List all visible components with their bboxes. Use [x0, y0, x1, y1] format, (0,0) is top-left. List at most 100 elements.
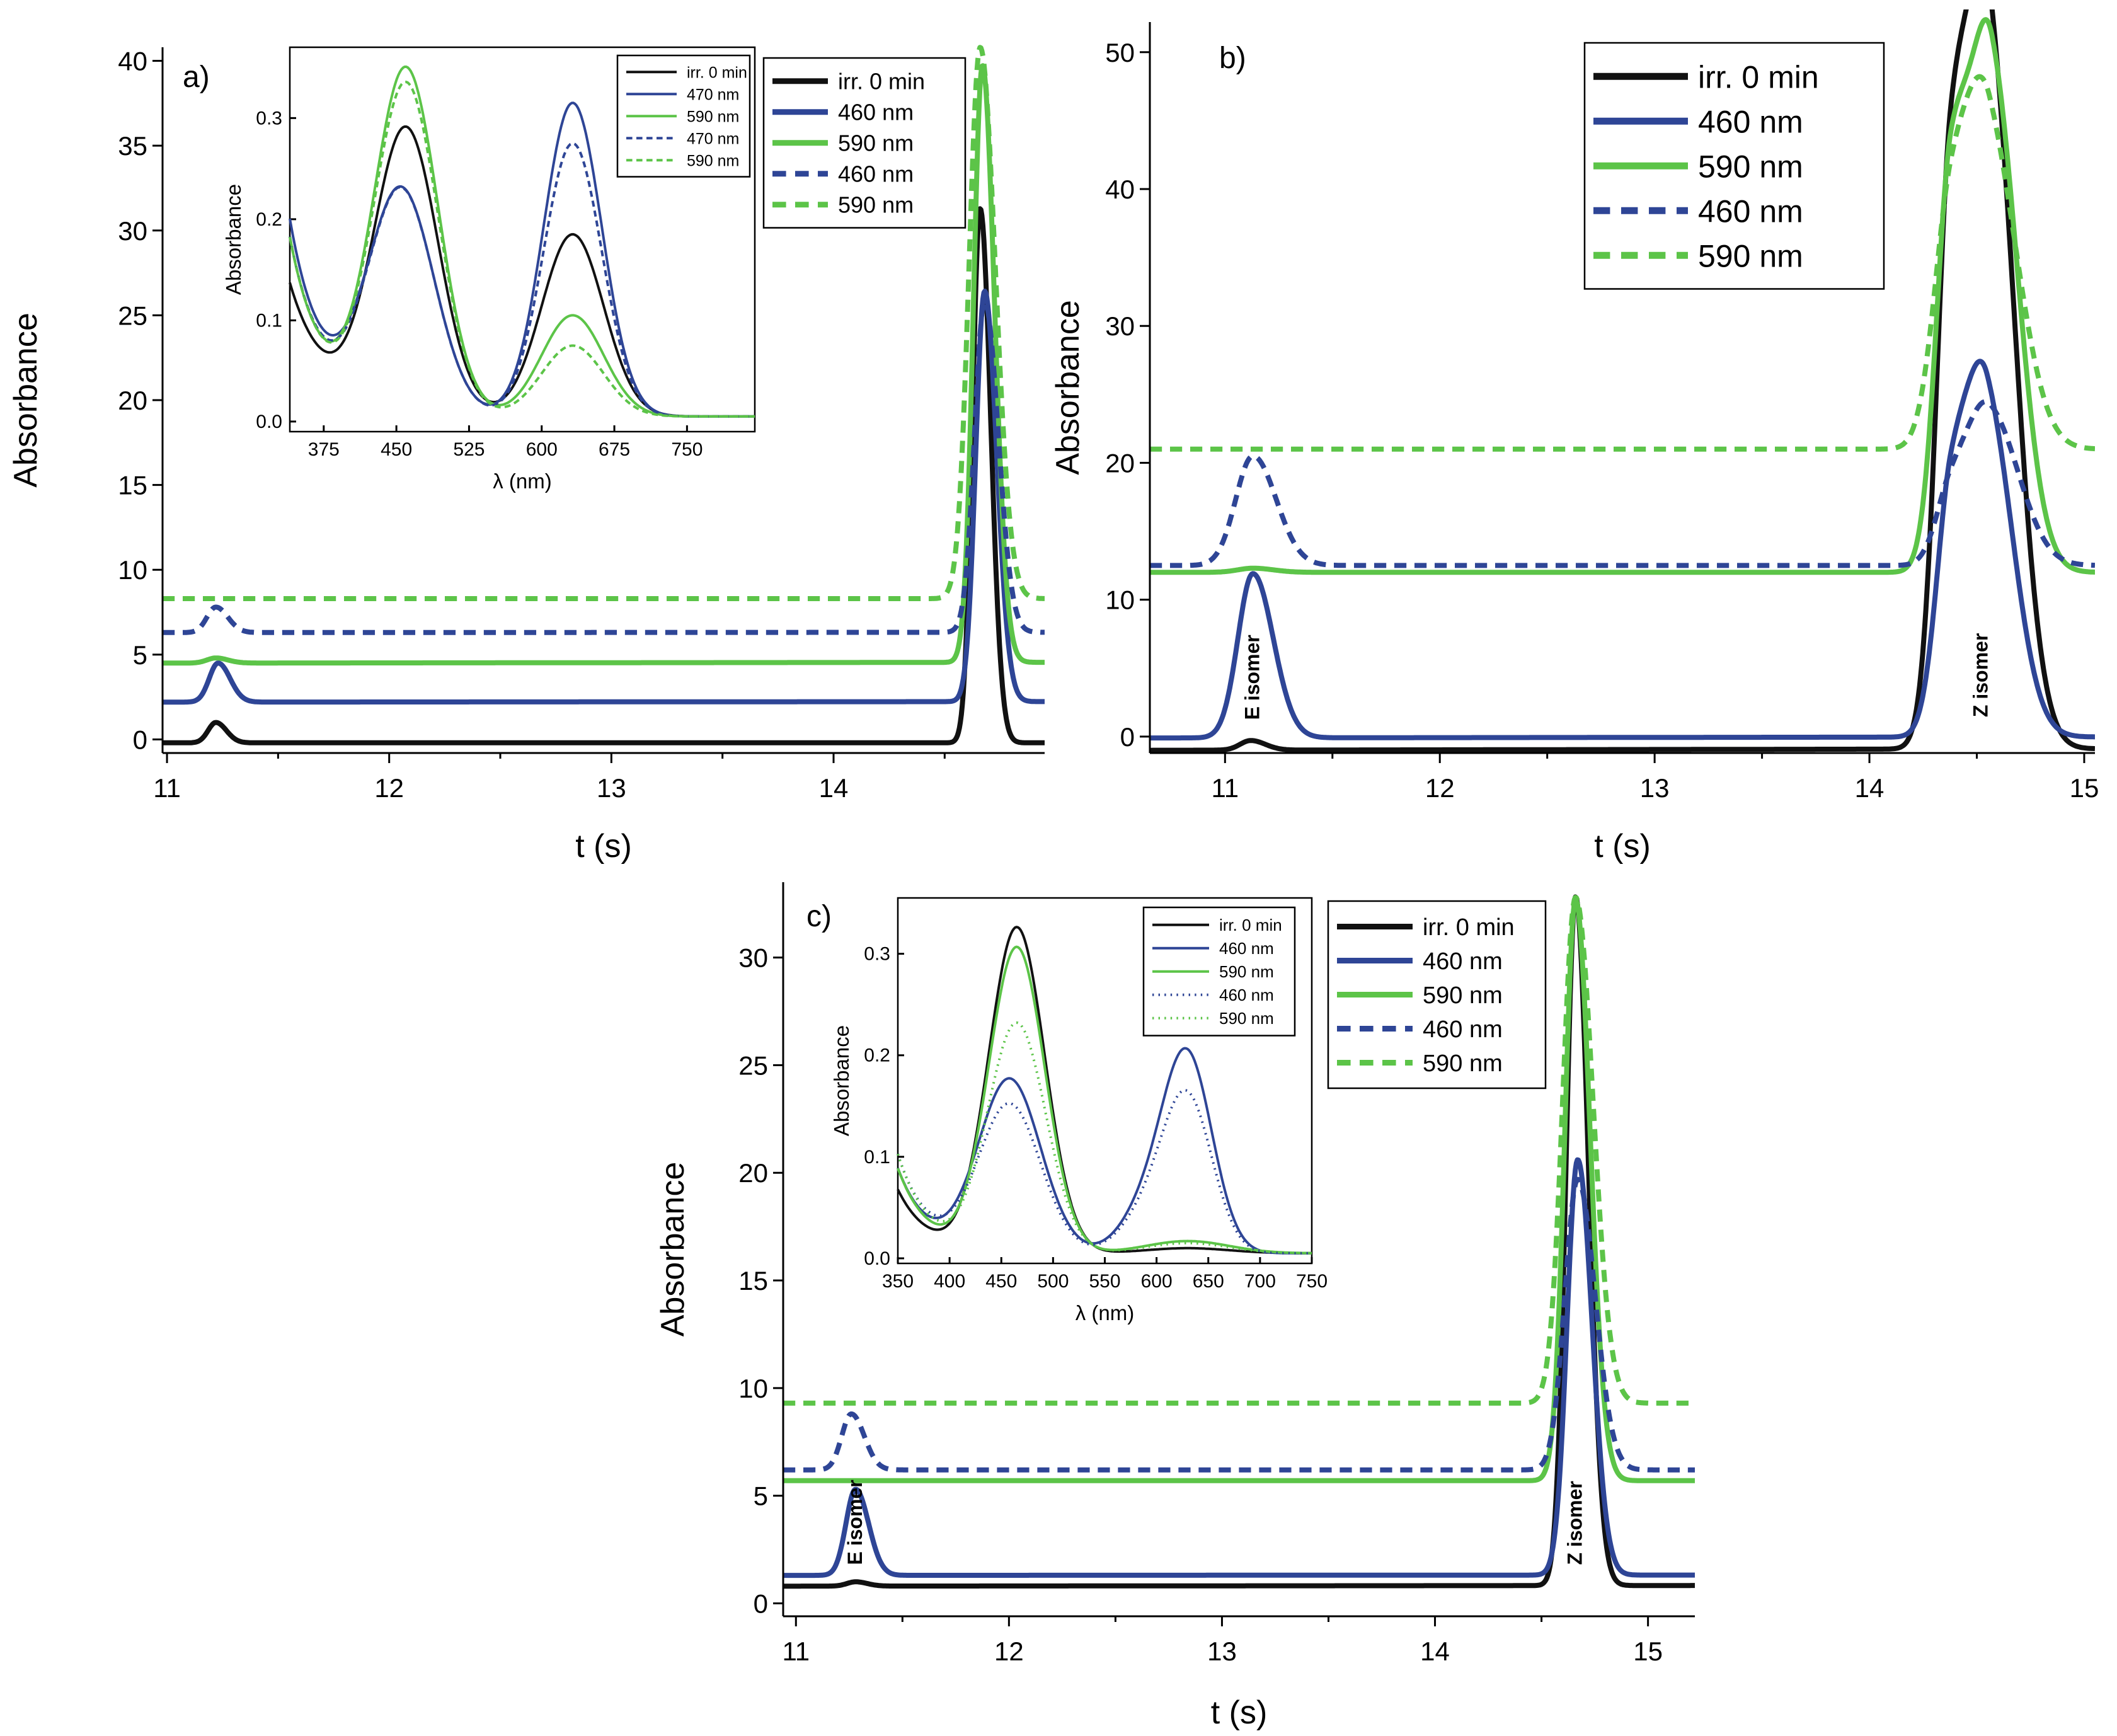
main-legend-label: 460 nm: [1698, 193, 1803, 229]
inset-y-tick-label: 0.1: [256, 310, 282, 331]
main-legend-label: 590 nm: [1698, 238, 1803, 273]
y-axis-title: Absorbance: [655, 1162, 691, 1337]
inset-series-line-1: [897, 1047, 1312, 1255]
inset-x-tick-label: 550: [1089, 1271, 1120, 1292]
series-group: [163, 45, 1045, 745]
series-line-3: [1150, 399, 2095, 568]
y-tick-label: 30: [738, 943, 768, 973]
series-line-2: [163, 63, 1045, 666]
inset-y-axis-title: Absorbance: [830, 1025, 853, 1136]
peak-annotation: E isomer: [844, 1480, 866, 1565]
x-tick-label: 13: [597, 773, 626, 803]
series-group: [1150, 9, 2095, 753]
x-tick-label: 12: [994, 1636, 1024, 1666]
inset-legend-label: irr. 0 min: [687, 64, 747, 81]
series-line-0: [1150, 9, 2095, 753]
inset-legend-label: 590 nm: [687, 152, 739, 170]
series-line-4: [783, 895, 1695, 1406]
main-legend-label: 460 nm: [838, 161, 914, 187]
y-tick-label: 25: [738, 1050, 768, 1080]
series-line-3: [163, 299, 1045, 635]
main-legend-label: 590 nm: [1423, 1050, 1503, 1077]
inset-legend-label: 590 nm: [1219, 962, 1274, 981]
panel-label: a): [183, 60, 210, 94]
inset-legend-label: 460 nm: [1219, 986, 1274, 1004]
main-legend-label: irr. 0 min: [838, 69, 925, 95]
chart-panel-a: 11 12 13 14 0 5 10 15 20 25 30 35 40 t (s) Absorbance a…: [6, 38, 1046, 865]
inset-x-tick-label: 600: [526, 439, 558, 460]
x-tick-label: 15: [1633, 1636, 1663, 1666]
y-tick-label: 0: [1120, 722, 1135, 752]
x-tick-label: 14: [1420, 1636, 1450, 1666]
series-line-4: [163, 45, 1045, 601]
inset-y-tick-label: 0.3: [864, 944, 890, 965]
peak-annotation: E isomer: [1241, 635, 1264, 720]
inset-x-tick-label: 400: [934, 1271, 965, 1292]
peak-annotation: Z isomer: [1564, 1481, 1586, 1565]
y-tick-label: 5: [754, 1481, 768, 1511]
chart-panel-b: 11 12 13 14 15 0 10 20 30 40 50 t (s) Absorbance b) E …: [1050, 9, 2111, 865]
x-tick-label: 14: [819, 773, 849, 803]
series-line-1: [1150, 359, 2095, 741]
x-tick-label: 15: [2070, 773, 2099, 803]
series-line-1: [783, 1157, 1695, 1578]
inset-x-tick-label: 350: [882, 1271, 914, 1292]
inset-x-tick-label: 650: [1193, 1271, 1224, 1292]
series-group: [783, 894, 1695, 1589]
inset-x-axis-title: λ (nm): [493, 469, 552, 493]
inset-legend-label: irr. 0 min: [1219, 916, 1282, 934]
y-tick-label: 40: [118, 47, 147, 76]
inset-y-axis-title: Absorbance: [222, 184, 245, 295]
y-tick-label: 40: [1105, 175, 1135, 204]
y-tick-label: 10: [738, 1374, 768, 1403]
x-tick-label: 14: [1855, 773, 1885, 803]
x-tick-label: 11: [1212, 773, 1239, 803]
x-axis-title: t (s): [575, 828, 632, 865]
inset-x-tick-label: 500: [1037, 1271, 1069, 1292]
panel-label: c): [806, 900, 832, 933]
series-line-2: [1150, 17, 2095, 575]
y-tick-label: 30: [1105, 311, 1135, 341]
inset-x-tick-label: 600: [1141, 1271, 1173, 1292]
main-legend-label: 460 nm: [1698, 104, 1803, 139]
y-tick-label: 35: [118, 131, 147, 161]
main-legend-label: irr. 0 min: [1423, 914, 1515, 941]
main-legend-label: 460 nm: [1423, 1016, 1503, 1043]
inset-x-tick-label: 450: [381, 439, 412, 460]
x-axis-title: t (s): [1594, 828, 1651, 865]
main-legend-label: 590 nm: [1698, 149, 1803, 184]
y-tick-label: 15: [118, 471, 147, 500]
x-tick-label: 13: [1640, 773, 1670, 803]
inset-y-tick-label: 0.0: [256, 411, 282, 432]
inset-series-line-2: [897, 945, 1312, 1255]
chart-panel-c: 11 12 13 14 15 0 5 10 15 20 25 30 t (s) Absorbance c) E…: [649, 876, 1698, 1736]
y-tick-label: 20: [738, 1158, 768, 1188]
inset-x-tick-label: 750: [1296, 1271, 1328, 1292]
main-legend-label: 460 nm: [1423, 948, 1503, 975]
series-line-0: [163, 206, 1045, 745]
inset-x-tick-label: 750: [671, 439, 703, 460]
inset-x-tick-label: 375: [308, 439, 340, 460]
y-axis-title: Absorbance: [8, 313, 44, 488]
main-legend-label: 590 nm: [838, 130, 914, 156]
inset-legend-label: 590 nm: [1219, 1009, 1274, 1028]
y-tick-label: 50: [1105, 38, 1135, 67]
y-tick-label: 5: [133, 640, 147, 670]
series-line-0: [783, 894, 1695, 1589]
inset-x-tick-label: 675: [599, 439, 630, 460]
inset-x-tick-label: 450: [985, 1271, 1017, 1292]
x-tick-label: 12: [1425, 773, 1455, 803]
inset-series-line-4: [289, 80, 755, 418]
inset-y-tick-label: 0.0: [864, 1248, 890, 1269]
main-legend-label: 590 nm: [1423, 982, 1503, 1009]
inset-legend-label: 470 nm: [687, 130, 739, 147]
inset-legend-label: 460 nm: [1219, 939, 1274, 958]
inset-x-tick-label: 700: [1244, 1271, 1276, 1292]
y-tick-label: 15: [738, 1266, 768, 1296]
series-line-1: [163, 289, 1045, 705]
y-tick-label: 0: [754, 1589, 768, 1619]
peak-annotation: Z isomer: [1969, 633, 1992, 717]
x-tick-label: 13: [1207, 1636, 1237, 1666]
y-tick-label: 20: [118, 386, 147, 415]
